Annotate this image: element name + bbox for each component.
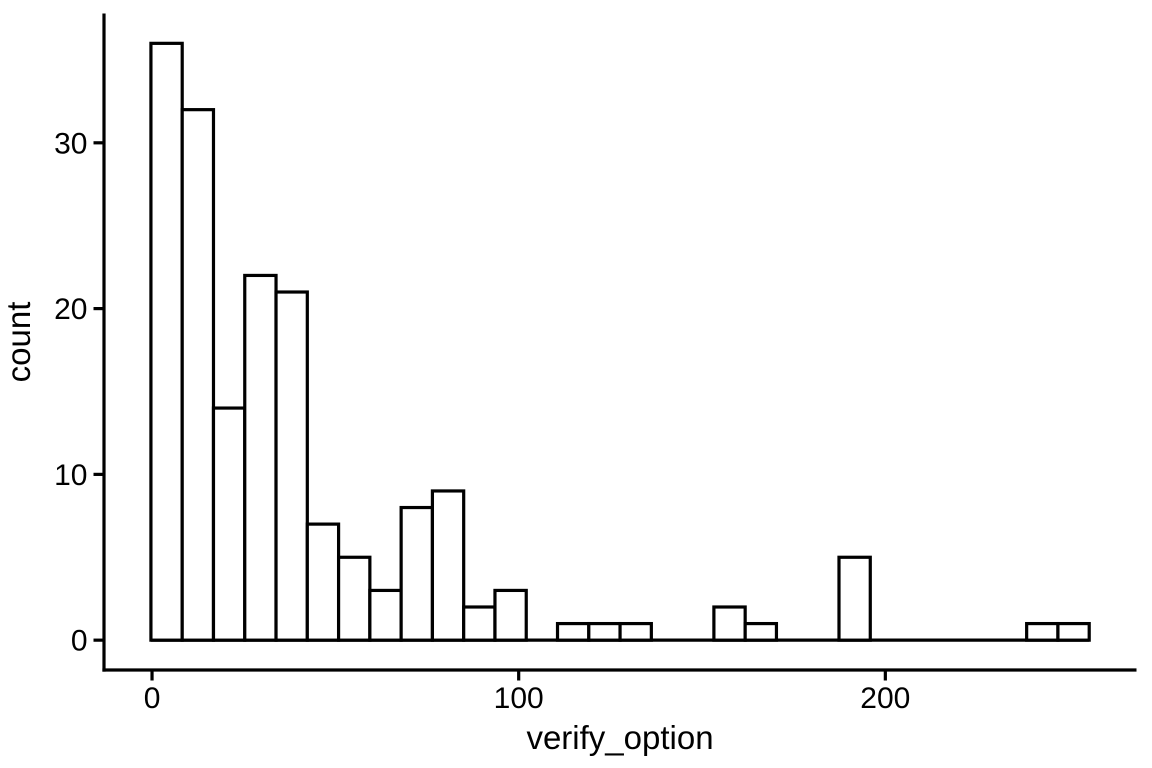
y-tick-label: 30: [54, 127, 87, 160]
x-axis-title: verify_option: [526, 719, 713, 756]
histogram-bar: [243, 273, 278, 642]
y-tick-label: 20: [54, 293, 87, 326]
y-tick-label: 0: [71, 625, 88, 658]
y-axis-title: count: [0, 302, 37, 383]
histogram-bar: [493, 588, 528, 642]
histogram-bar: [149, 41, 184, 642]
histogram-bar: [587, 621, 622, 642]
y-tick-label: 10: [54, 459, 87, 492]
histogram-bar: [211, 406, 247, 642]
histogram-bar: [712, 605, 747, 642]
histogram-bar: [618, 621, 653, 642]
histogram-bar: [430, 489, 466, 642]
y-axis-ticks-group: [93, 141, 104, 642]
y-axis-tick-labels-group: 0 10 20 30: [54, 127, 87, 657]
histogram-bar: [837, 555, 872, 642]
x-tick-label: 0: [144, 682, 161, 715]
histogram-bar: [555, 621, 591, 642]
histogram-bar: [336, 555, 372, 642]
histogram-bar: [368, 588, 403, 642]
histogram-bar: [180, 108, 216, 642]
histogram-bar: [305, 522, 341, 642]
histogram-bar: [743, 621, 779, 642]
histogram-bar: [462, 605, 497, 642]
histogram-bar: [1056, 621, 1091, 642]
histogram-bars-group: [149, 41, 1091, 642]
x-tick-label: 100: [494, 682, 544, 715]
x-axis-tick-labels-group: 0 100 200: [144, 682, 911, 715]
histogram-bar: [399, 505, 435, 642]
histogram-bar: [274, 290, 309, 642]
x-tick-label: 200: [860, 682, 910, 715]
axis-lines-group: [102, 13, 1137, 672]
histogram-bar: [1025, 621, 1060, 642]
x-axis-ticks-group: [150, 670, 887, 681]
